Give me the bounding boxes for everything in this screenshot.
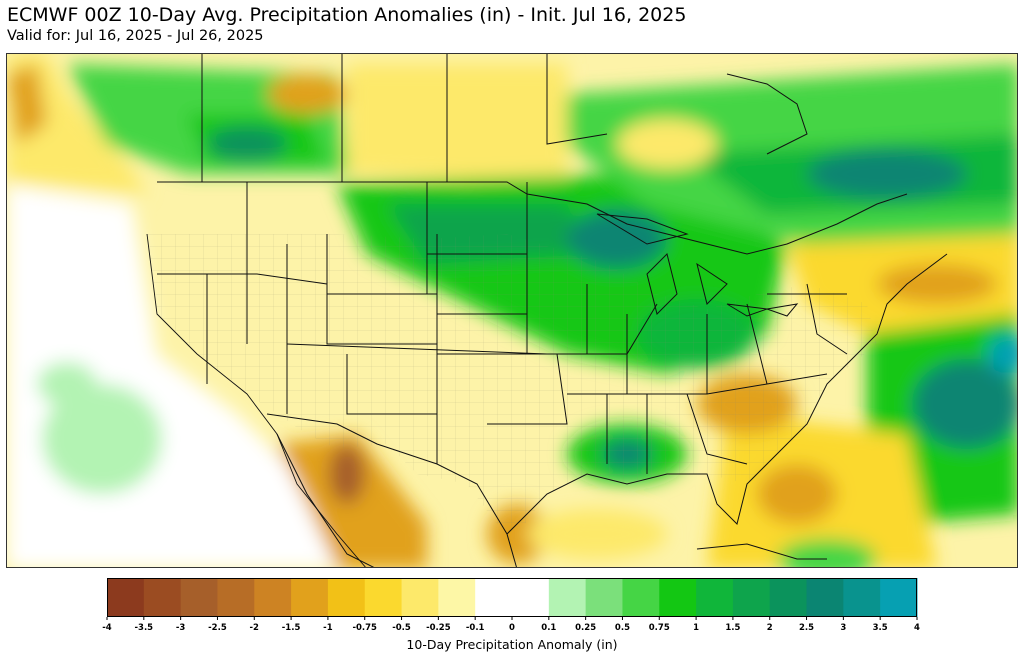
map-title: ECMWF 00Z 10-Day Avg. Precipitation Anom…	[7, 4, 687, 26]
colorbar-bin	[327, 578, 366, 617]
colorbar-bin	[401, 578, 439, 617]
colorbar-tick-label: 0.1	[541, 623, 556, 633]
colorbar-tick-label: -0.1	[466, 623, 485, 633]
colorbar-bin	[732, 578, 771, 617]
colorbar-tick-label: 1.5	[725, 623, 740, 633]
colorbar: -4 -3.5 -3 -2.5 -2 -1.5 -1 -0.75 -0.5 -0.25 -0.1 0 0…	[102, 578, 920, 633]
colorbar-bin	[291, 578, 329, 617]
colorbar-tick-label: 2	[767, 623, 773, 633]
colorbar-bin	[585, 578, 623, 617]
colorbar-bin	[475, 578, 513, 617]
colorbar-tick-label: -3.5	[135, 623, 154, 633]
colorbar-bin	[880, 578, 918, 617]
colorbar-bin	[659, 578, 697, 617]
colorbar-tick-label: 4	[914, 623, 920, 633]
colorbar-bin	[107, 578, 145, 617]
colorbar-tick-label: 2.5	[799, 623, 814, 633]
colorbar-bin	[217, 578, 255, 617]
colorbar-tick-label: 0	[509, 623, 515, 633]
colorbar-label: 10-Day Precipitation Anomaly (in)	[406, 637, 618, 652]
colorbar-bin	[843, 578, 881, 617]
colorbar-bin	[696, 578, 734, 617]
colorbar-bin	[364, 578, 403, 617]
political-boundaries	[146, 54, 948, 567]
colorbar-tick-label: 3	[840, 623, 846, 633]
colorbar-bin	[622, 578, 660, 617]
colorbar-tick-label: 1	[693, 623, 699, 633]
colorbar-tick-label: -0.75	[352, 623, 377, 633]
colorbar-tick-label: 0.75	[649, 623, 670, 633]
colorbar-tick-label: 0.25	[575, 623, 596, 633]
colorbar-tick-label: -4	[102, 623, 112, 633]
colorbar-tick-label: 3.5	[873, 623, 888, 633]
colorbar-bin	[769, 578, 808, 617]
colorbar-bin	[254, 578, 292, 617]
anomaly-field	[7, 54, 1017, 567]
colorbar-tick-label: -1	[323, 623, 333, 633]
colorbar-tick-label: -2	[250, 623, 260, 633]
map-subtitle: Valid for: Jul 16, 2025 - Jul 26, 2025	[7, 28, 264, 44]
colorbar-tick-label: -3	[176, 623, 186, 633]
colorbar-bin	[438, 578, 476, 617]
colorbar-tick-label: -1.5	[282, 623, 301, 633]
colorbar-tick-label: -0.25	[426, 623, 451, 633]
colorbar-tick-label: 0.5	[615, 623, 630, 633]
colorbar-bin	[806, 578, 844, 617]
colorbar-tick-label: -0.5	[392, 623, 411, 633]
colorbar-tick-label: -2.5	[208, 623, 227, 633]
precipitation-anomaly-map	[6, 53, 1018, 568]
colorbar-bin	[180, 578, 218, 617]
colorbar-bin	[548, 578, 587, 617]
colorbar-bin	[143, 578, 182, 617]
colorbar-bin	[512, 578, 550, 617]
colorbar-border	[107, 578, 917, 617]
